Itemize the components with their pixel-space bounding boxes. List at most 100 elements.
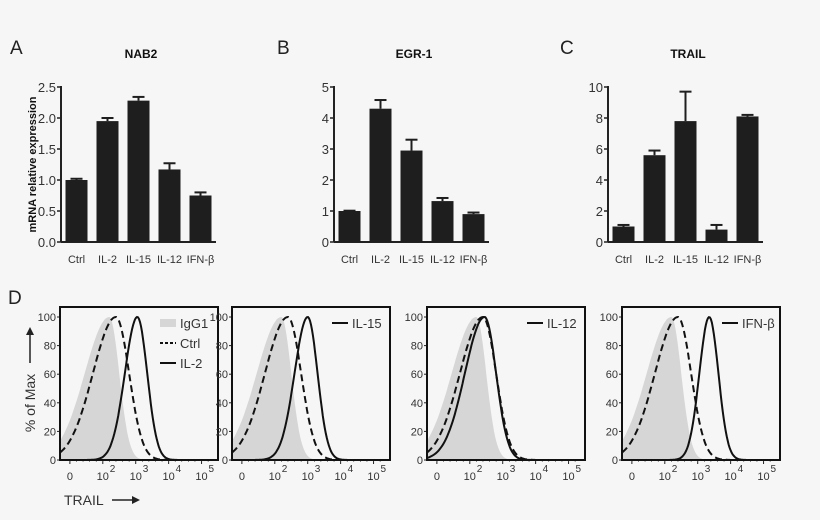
x-tick-exp: 3 [143, 464, 149, 475]
bar-il-12 [158, 169, 181, 242]
y-tick-label: 40 [606, 398, 618, 410]
plot-frame [426, 306, 586, 461]
bar-ifn-β [462, 214, 485, 242]
y-tick-label: 3 [322, 142, 329, 157]
y-tick-label: 0.5 [38, 204, 56, 219]
y-tick-label: 80 [44, 341, 56, 353]
y-tick-label: 40 [44, 398, 56, 410]
x-tick-exp: 5 [771, 464, 777, 475]
y-tick-label: 0 [417, 455, 423, 467]
y-tick-label: 0 [596, 235, 603, 250]
x-tick-base: 10 [335, 471, 347, 483]
legend-label: Ctrl [180, 336, 200, 351]
y-tick-label: 0 [222, 455, 228, 467]
bar-ctrl [612, 226, 635, 242]
bar-il-2 [96, 121, 119, 242]
panel-letter: D [8, 288, 22, 309]
y-tick-label: 80 [606, 341, 618, 353]
y-tick-label: 1 [322, 204, 329, 219]
x-tick-base: 0 [239, 471, 245, 483]
bar-il-2 [643, 155, 666, 242]
bar-ifn-β [189, 195, 212, 242]
x-tick-label: Ctrl [615, 254, 632, 266]
y-axis-label: % of Max [22, 374, 38, 432]
y-tick-label: 0.0 [38, 235, 56, 250]
bar-il-2 [369, 108, 392, 242]
plot-frame [621, 306, 781, 461]
x-tick-base: 10 [692, 471, 704, 483]
x-tick-label: IL-15 [126, 254, 151, 266]
histogram-igg1-fill [232, 317, 390, 460]
x-axis-label: TRAIL [64, 492, 104, 508]
x-tick-exp: 3 [510, 464, 516, 475]
legend-label: IgG1 [180, 316, 208, 331]
x-tick-exp: 4 [543, 464, 549, 475]
x-tick-exp: 2 [110, 464, 116, 475]
y-tick-label: 20 [216, 426, 228, 438]
chart-title: EGR-1 [396, 47, 433, 61]
y-tick-label: 100 [38, 312, 56, 324]
x-tick-base: 0 [434, 471, 440, 483]
y-tick-label: 2 [596, 204, 603, 219]
panel-letter: A [10, 38, 23, 59]
x-tick-base: 10 [562, 471, 574, 483]
x-tick-base: 10 [725, 471, 737, 483]
x-tick-label: IL-12 [157, 254, 182, 266]
x-tick-base: 10 [530, 471, 542, 483]
histogram-igg1-fill [622, 317, 780, 460]
y-axis-label-group: % of Max [22, 327, 38, 432]
x-tick-label: IL-15 [673, 254, 698, 266]
x-tick-base: 10 [497, 471, 509, 483]
bar-chart-a: A NAB2 mRNA relative expression 0.0 0.5 1.0 1.… [10, 38, 216, 266]
y-tick-label: 100 [210, 312, 228, 324]
y-tick-label: 1.5 [38, 142, 56, 157]
y-tick-label: 6 [596, 142, 603, 157]
bar-ifn-β [736, 116, 759, 242]
x-tick-base: 10 [97, 471, 109, 483]
x-tick-base: 10 [163, 471, 175, 483]
bar-chart-b: B EGR-1 0 1 2 3 4 5 Ctrl IL-2 IL-15 IL-12 IFN-β [277, 38, 489, 266]
x-tick-base: 10 [367, 471, 379, 483]
y-tick-label: 60 [411, 369, 423, 381]
y-tick-label: 100 [405, 312, 423, 324]
x-tick-base: 0 [629, 471, 635, 483]
x-tick-exp: 4 [348, 464, 354, 475]
bar-il-15 [127, 100, 150, 242]
x-tick-label: IL-12 [704, 254, 729, 266]
y-tick-label: 8 [596, 111, 603, 126]
y-tick-label: 2.5 [38, 80, 56, 95]
x-tick-label: Ctrl [68, 254, 85, 266]
x-tick-label: IL-15 [399, 254, 424, 266]
y-tick-label: 0 [50, 455, 56, 467]
x-tick-exp: 3 [315, 464, 321, 475]
legend-label: IL-2 [180, 356, 202, 371]
x-tick-base: 10 [659, 471, 671, 483]
chart-title: NAB2 [125, 47, 158, 61]
x-tick-exp: 2 [672, 464, 678, 475]
bar-il-12 [431, 201, 454, 242]
y-tick-label: 1.0 [38, 173, 56, 188]
x-tick-base: 10 [269, 471, 281, 483]
bar-il-15 [400, 150, 423, 242]
bar-ctrl [65, 180, 88, 242]
y-tick-label: 60 [44, 369, 56, 381]
y-tick-label: 10 [589, 80, 603, 95]
x-tick-label: IL-12 [430, 254, 455, 266]
x-tick-base: 10 [195, 471, 207, 483]
x-tick-base: 0 [67, 471, 73, 483]
arrow-icon [26, 327, 34, 335]
bar-il-12 [705, 229, 728, 242]
x-tick-label: IL-2 [98, 254, 117, 266]
histogram-igg1-fill [60, 317, 218, 460]
panel-letter: B [277, 38, 290, 59]
arrow-icon [132, 496, 140, 504]
y-tick-label: 20 [411, 426, 423, 438]
y-tick-label: 80 [411, 341, 423, 353]
legend-swatch-filled [160, 319, 176, 327]
y-tick-label: 60 [216, 369, 228, 381]
x-tick-base: 10 [302, 471, 314, 483]
legend-label: IL-15 [352, 316, 382, 331]
